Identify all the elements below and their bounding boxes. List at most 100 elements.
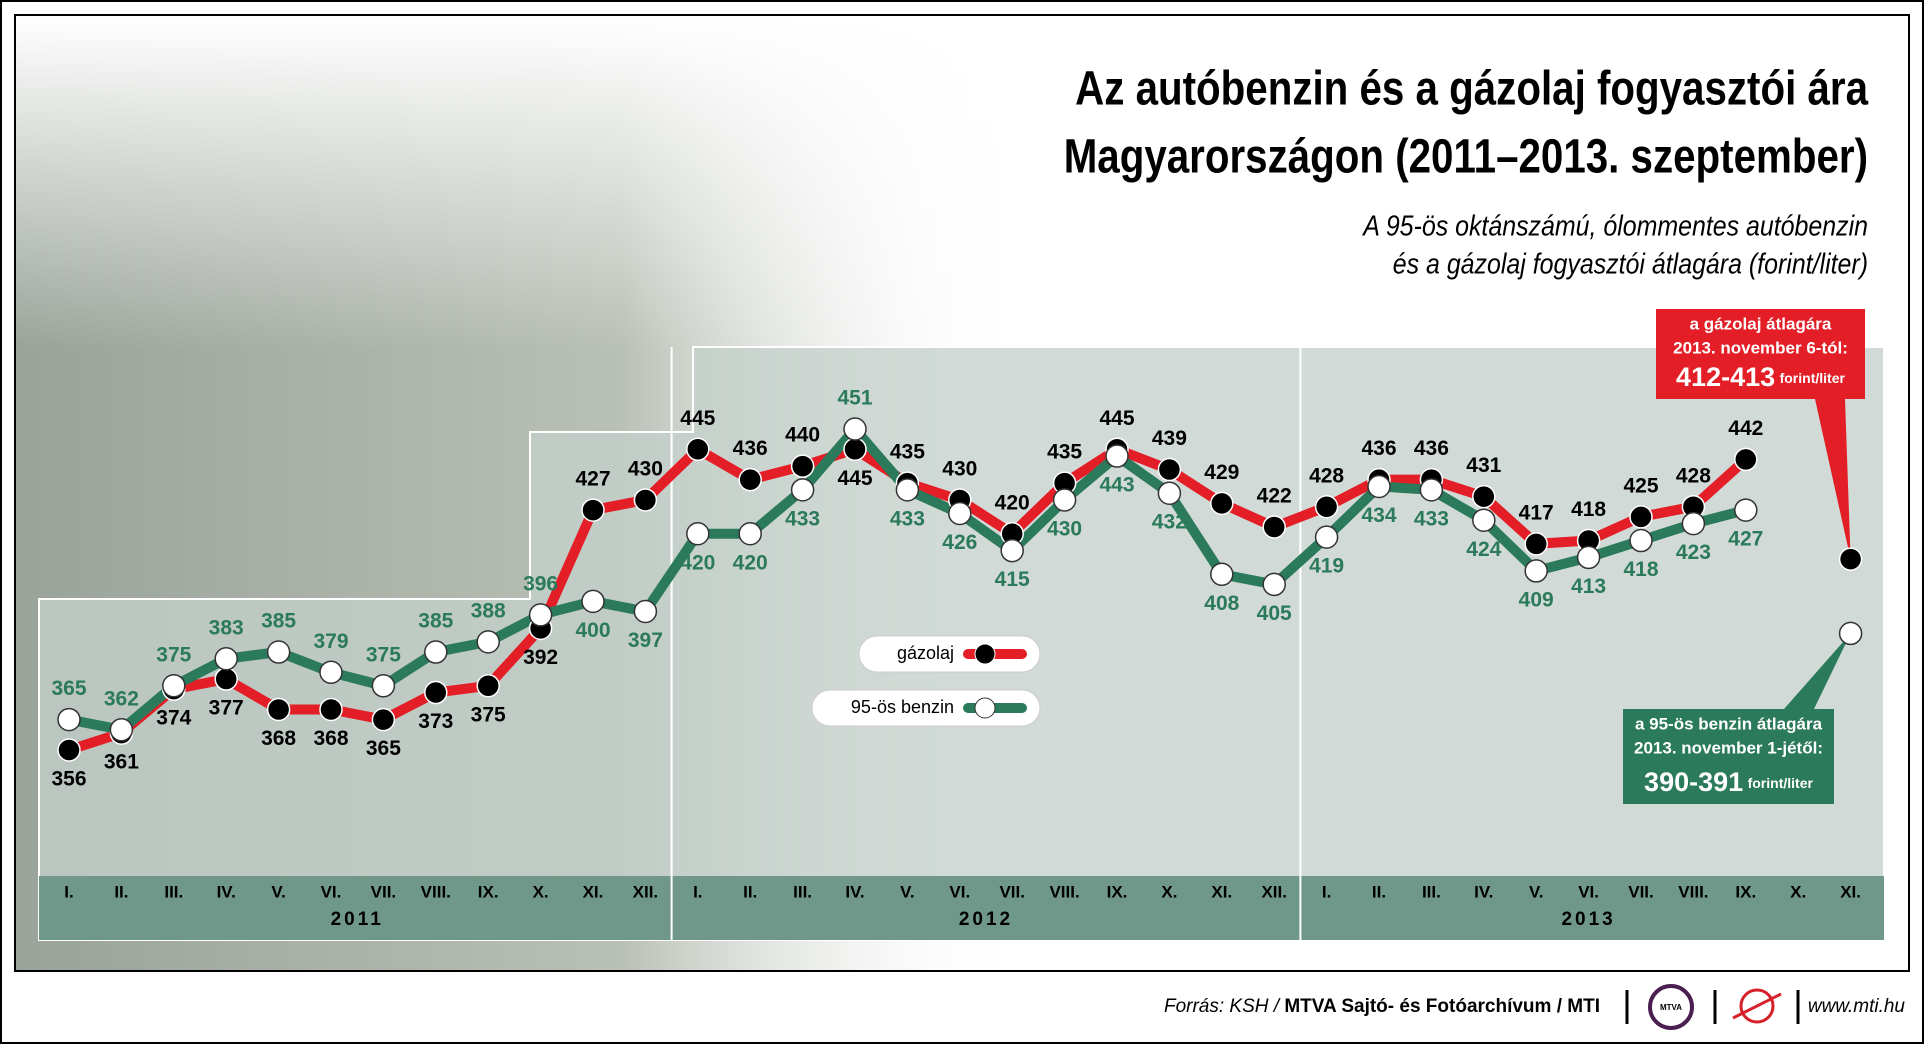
data-label: 430 [628, 458, 663, 481]
x-tick-label: IX. [1107, 882, 1128, 901]
annotation-box [1623, 709, 1834, 804]
data-label: 445 [680, 407, 715, 430]
x-tick-label: I. [1322, 882, 1331, 901]
annotation-value: 412-413 forint/liter [1676, 362, 1845, 392]
logo-ring [1648, 984, 1694, 1030]
data-label: 420 [733, 551, 768, 574]
data-point [1629, 528, 1653, 553]
data-label: 440 [785, 424, 820, 447]
annotation-point [1838, 547, 1863, 571]
x-tick-label: IX. [1735, 882, 1756, 901]
data-point [266, 697, 291, 722]
mti-logo [1739, 988, 1775, 1024]
data-label: 427 [575, 468, 610, 491]
source: Forrás: KSH / MTVA Sajtó- és Fotóarchívu… [1164, 996, 1600, 1017]
data-label: 436 [733, 437, 768, 460]
data-point [843, 437, 867, 462]
data-point [1524, 559, 1548, 583]
data-label: 420 [680, 551, 715, 574]
x-tick-label: VIII. [1049, 882, 1079, 901]
x-tick-label: X. [1161, 882, 1177, 901]
data-point [1419, 478, 1444, 502]
data-point [266, 640, 291, 664]
data-label: 427 [1728, 528, 1763, 551]
data-label: 445 [1099, 407, 1134, 430]
annotation-range: 412-413 [1676, 362, 1775, 392]
source-part: Forrás: KSH / [1164, 996, 1281, 1017]
x-tick-label: IV. [217, 882, 236, 901]
x-tick-label: V. [900, 882, 915, 901]
legend-marker [974, 697, 996, 719]
data-label: 377 [209, 697, 244, 720]
x-tick-label: VII. [999, 882, 1025, 901]
data-point [528, 603, 553, 627]
data-label: 425 [1623, 474, 1658, 497]
legend-item: gázolaj [858, 635, 1041, 673]
data-label: 356 [51, 768, 86, 791]
data-point [1472, 508, 1496, 532]
data-point [1157, 481, 1182, 505]
data-label: 436 [1414, 437, 1449, 460]
data-label: 385 [418, 610, 453, 633]
data-point [1157, 457, 1182, 482]
data-label: 426 [942, 531, 977, 554]
data-label: 383 [209, 616, 244, 639]
data-label: 420 [995, 491, 1030, 514]
data-point [895, 478, 920, 502]
title-group: Az autóbenzin és a gázolaj fogyasztói ár… [1064, 62, 1869, 183]
x-tick-label: X. [533, 882, 549, 901]
annotation-value: 390-391 forint/liter [1644, 767, 1813, 797]
data-point [424, 680, 448, 705]
data-point [738, 467, 762, 492]
data-label: 423 [1676, 541, 1711, 564]
data-label: 396 [523, 572, 558, 595]
annotation-point [1838, 621, 1863, 646]
x-tick-label: III. [793, 882, 812, 901]
data-label: 415 [995, 568, 1030, 591]
chart-title: Magyarországon (2011–2013. szeptember) [1064, 130, 1868, 183]
data-label: 365 [366, 737, 401, 760]
x-tick-label: VI. [321, 882, 342, 901]
data-label: 451 [837, 387, 872, 410]
annotation-text: a 95-ös benzin átlagára [1635, 714, 1823, 733]
data-point [371, 707, 396, 732]
x-tick-label: XI. [583, 882, 604, 901]
url: www.mti.hu [1808, 996, 1906, 1017]
chart-layer: 2011 2012 2013 I. II. III. IV. V. VI. VII. VIII. IX… [51, 309, 1865, 940]
data-point [1629, 505, 1653, 529]
data-point [1734, 498, 1758, 522]
data-label: 429 [1204, 461, 1239, 484]
logo-text: MTVA [1660, 1003, 1682, 1012]
data-point [633, 599, 658, 624]
data-point [109, 717, 134, 742]
annotation-pointer [1784, 633, 1851, 709]
data-point [1734, 447, 1758, 472]
data-label: 397 [628, 629, 663, 652]
data-label: 433 [1414, 507, 1449, 530]
x-tick-label: IV. [1474, 882, 1493, 901]
data-point [424, 640, 448, 664]
x-tick-label: VIII. [1678, 882, 1708, 901]
annotation-pointer [1815, 399, 1851, 560]
legend-label: 95-ös benzin [851, 697, 954, 717]
annotation-range: 390-391 [1644, 767, 1743, 797]
data-point [1367, 474, 1391, 499]
data-point [1262, 572, 1286, 597]
data-label: 445 [837, 467, 872, 490]
annotation-text: 2013. november 1-jétől: [1634, 738, 1823, 757]
data-label: 408 [1204, 592, 1239, 615]
legend-marker [974, 643, 996, 665]
x-tick-label: I. [64, 882, 73, 901]
x-tick-label: V. [271, 882, 286, 901]
x-tick-label: IX. [478, 882, 499, 901]
data-label: 368 [261, 727, 296, 750]
data-label: 442 [1728, 417, 1763, 440]
data-label: 409 [1519, 588, 1554, 611]
data-label: 419 [1309, 555, 1344, 578]
data-point [686, 437, 710, 462]
data-point [790, 454, 815, 478]
data-point [214, 647, 238, 671]
legend-item: 95-ös benzin [811, 689, 1041, 727]
